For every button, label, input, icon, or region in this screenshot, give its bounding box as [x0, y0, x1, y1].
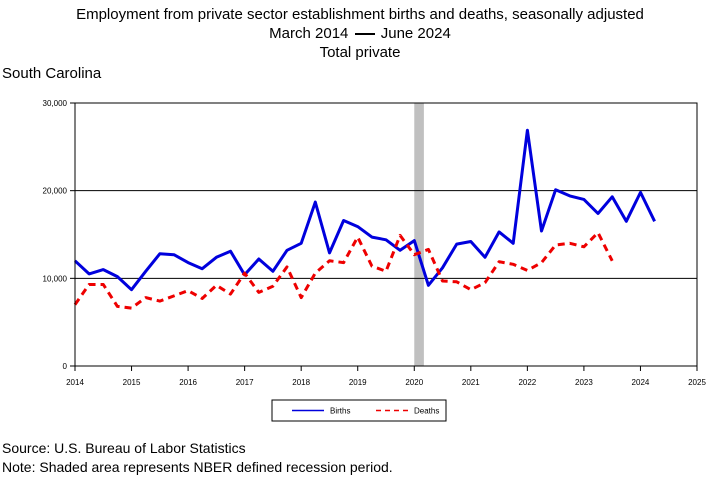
y-tick-label: 30,000 [43, 99, 68, 108]
recession-note: Note: Shaded area represents NBER define… [2, 459, 393, 475]
chart-date-range: March 2014 June 2024 [0, 24, 720, 43]
dash-glyph [354, 33, 375, 36]
legend-label-births: Births [330, 407, 350, 416]
x-tick-label: 2021 [462, 378, 480, 387]
x-tick-label: 2018 [292, 378, 310, 387]
x-tick-label: 2016 [179, 378, 197, 387]
y-tick-label: 20,000 [43, 187, 68, 196]
x-tick-label: 2025 [688, 378, 706, 387]
y-tick-label: 10,000 [43, 274, 68, 283]
y-tick-label: 0 [63, 362, 68, 371]
region-label: South Carolina [2, 65, 102, 82]
series-line-births [73, 128, 656, 292]
date-range-end: June 2024 [380, 25, 451, 42]
legend-label-deaths: Deaths [414, 407, 439, 416]
source-note: Source: U.S. Bureau of Labor Statistics [2, 440, 246, 456]
series-line-deaths [73, 231, 614, 310]
plot-frame [74, 102, 698, 367]
x-tick-label: 2023 [575, 378, 593, 387]
chart-subtitle: Total private [319, 44, 401, 61]
employment-chart: 0 10,000 20,000 30,000 2014 2015 2016 2017 2018 2… [43, 99, 706, 422]
date-range-start: March 2014 [269, 25, 349, 42]
x-tick-label: 2022 [518, 378, 536, 387]
x-tick-label: 2015 [123, 378, 141, 387]
x-tick-label: 2017 [236, 378, 254, 387]
x-tick-label: 2020 [405, 378, 423, 387]
legend-box [271, 399, 447, 422]
x-tick-label: 2019 [349, 378, 367, 387]
recession-shade [414, 103, 424, 366]
x-tick-label: 2024 [632, 378, 650, 387]
x-tick-label: 2014 [66, 378, 84, 387]
chart-title: Employment from private sector establish… [76, 6, 644, 23]
